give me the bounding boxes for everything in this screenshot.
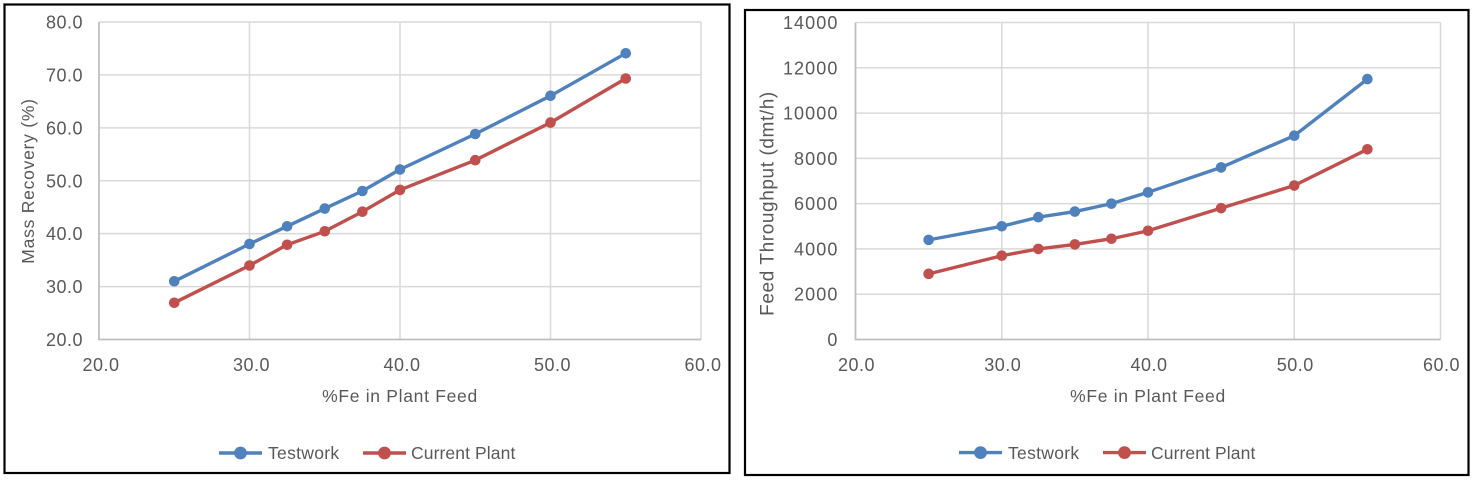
svg-text:Feed Throughput (dmt/h): Feed Throughput (dmt/h) (758, 91, 779, 316)
svg-text:80.0: 80.0 (46, 13, 83, 33)
svg-text:70.0: 70.0 (46, 65, 83, 85)
svg-text:20.0: 20.0 (838, 355, 875, 375)
svg-text:14000: 14000 (783, 13, 839, 33)
svg-text:20.0: 20.0 (46, 330, 83, 350)
svg-text:30.0: 30.0 (46, 277, 83, 297)
svg-text:60.0: 60.0 (684, 355, 721, 375)
svg-text:%Fe in Plant Feed: %Fe in Plant Feed (322, 386, 478, 406)
svg-text:%Fe in Plant Feed: %Fe in Plant Feed (1070, 386, 1226, 406)
svg-text:8000: 8000 (794, 149, 838, 169)
svg-text:30.0: 30.0 (984, 355, 1021, 375)
svg-text:60.0: 60.0 (1423, 355, 1460, 375)
svg-text:0: 0 (827, 330, 838, 350)
svg-text:40.0: 40.0 (1130, 355, 1167, 375)
svg-text:4000: 4000 (794, 239, 838, 259)
svg-text:40.0: 40.0 (46, 224, 83, 244)
svg-text:Current Plant: Current Plant (411, 443, 515, 463)
svg-text:Testwork: Testwork (268, 443, 339, 463)
svg-text:50.0: 50.0 (1277, 355, 1314, 375)
svg-text:10000: 10000 (783, 104, 839, 124)
svg-text:60.0: 60.0 (46, 118, 83, 138)
svg-text:12000: 12000 (783, 58, 839, 78)
svg-text:Testwork: Testwork (1008, 443, 1079, 463)
svg-text:2000: 2000 (794, 285, 838, 305)
svg-text:30.0: 30.0 (233, 355, 270, 375)
svg-text:6000: 6000 (794, 194, 838, 214)
svg-text:50.0: 50.0 (534, 355, 571, 375)
svg-text:40.0: 40.0 (383, 355, 420, 375)
svg-text:50.0: 50.0 (46, 171, 83, 191)
svg-text:20.0: 20.0 (82, 355, 119, 375)
svg-text:Mass Recovery (%): Mass Recovery (%) (18, 98, 38, 263)
svg-text:Current Plant: Current Plant (1151, 443, 1255, 463)
